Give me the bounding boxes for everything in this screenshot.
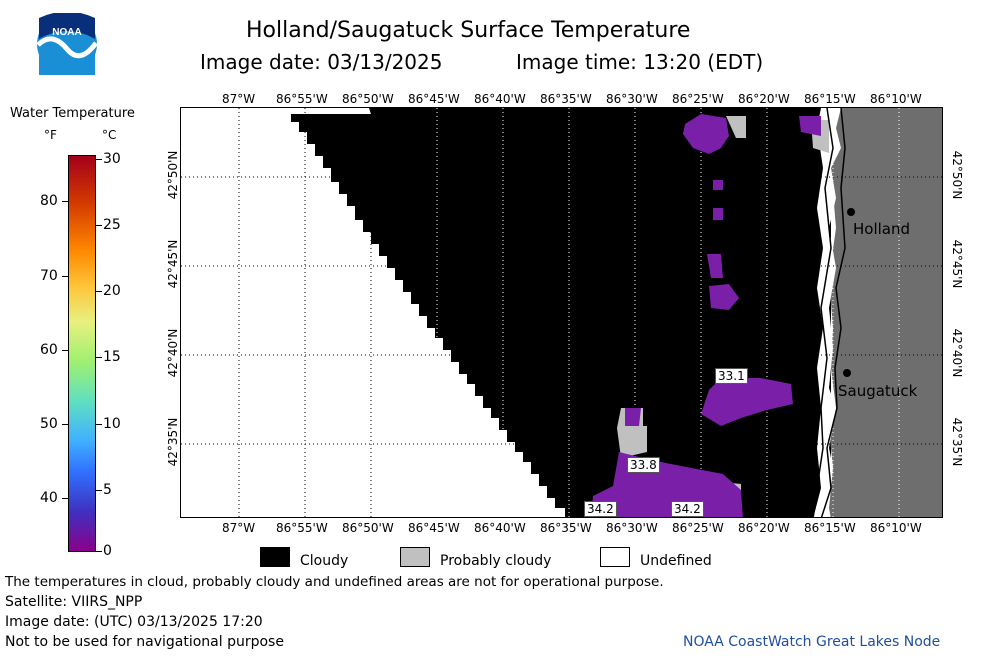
lon-label: 86°35'W <box>540 521 592 535</box>
temp-label: 33.1 <box>715 368 748 384</box>
saugatuck-label: Saugatuck <box>838 382 918 400</box>
lon-label: 86°30'W <box>606 92 658 106</box>
disclaimer-text: The temperatures in cloud, probably clou… <box>5 574 664 590</box>
lon-label: 86°20'W <box>738 92 790 106</box>
legend-swatch-probably-cloudy <box>400 547 430 567</box>
lat-label: 42°45'N <box>166 239 180 289</box>
temp-label: 34.2 <box>584 501 617 517</box>
lat-label: 42°50'N <box>950 150 964 200</box>
credit-text: NOAA CoastWatch Great Lakes Node <box>683 634 941 650</box>
utc-date-text: Image date: (UTC) 03/13/2025 17:20 <box>5 614 263 630</box>
coastline <box>812 108 834 517</box>
image-time: Image time: 13:20 (EDT) <box>516 50 764 74</box>
c-tick-label: 0 <box>103 543 112 559</box>
water-patch <box>799 116 821 136</box>
lon-label: 86°50'W <box>342 92 394 106</box>
nav-warning-text: Not to be used for navigational purpose <box>5 634 284 650</box>
temp-label: 33.8 <box>627 457 660 473</box>
water-patch <box>701 378 793 426</box>
lon-label: 86°45'W <box>408 92 460 106</box>
holland-marker <box>847 208 855 216</box>
colorbar-title: Water Temperature <box>10 106 135 121</box>
f-tick-label: 50 <box>40 416 58 432</box>
land-area <box>829 108 942 517</box>
holland-label: Holland <box>853 220 911 238</box>
f-tick-label: 70 <box>40 268 58 284</box>
lon-label: 86°50'W <box>342 521 394 535</box>
lon-label: 86°10'W <box>870 92 922 106</box>
page-title: Holland/Saugatuck Surface Temperature <box>246 18 691 43</box>
lon-label: 86°10'W <box>870 521 922 535</box>
water-patch <box>707 254 723 278</box>
legend-label-undefined: Undefined <box>640 553 712 569</box>
c-tick-label: 15 <box>103 349 121 365</box>
image-date: Image date: 03/13/2025 <box>200 50 443 74</box>
lon-label: 86°15'W <box>804 92 856 106</box>
lat-label: 42°40'N <box>166 328 180 378</box>
coast-strip <box>813 108 841 517</box>
c-tick-label: 20 <box>103 283 121 299</box>
lat-label: 42°35'N <box>950 417 964 467</box>
satellite-text: Satellite: VIIRS_NPP <box>5 594 143 610</box>
c-tick-label: 10 <box>103 416 121 432</box>
f-tick-label: 80 <box>40 193 58 209</box>
saugatuck-marker <box>843 369 851 377</box>
f-tick-label: 60 <box>40 342 58 358</box>
f-tick-label: 40 <box>40 490 58 506</box>
lon-label: 86°40'W <box>474 521 526 535</box>
svg-text:NOAA: NOAA <box>52 27 81 38</box>
lat-label: 42°45'N <box>950 239 964 289</box>
water-patch <box>625 408 641 426</box>
water-patch <box>713 180 723 190</box>
lon-label: 87°W <box>222 92 256 106</box>
lon-label: 87°W <box>222 521 256 535</box>
lon-label: 86°55'W <box>276 521 328 535</box>
lat-label: 42°40'N <box>950 328 964 378</box>
water-patch <box>713 208 723 220</box>
map-frame <box>180 107 943 518</box>
lon-label: 86°45'W <box>408 521 460 535</box>
c-tick-label: 30 <box>103 151 121 167</box>
water-patch <box>683 114 729 154</box>
coastline <box>820 108 846 517</box>
temp-label: 34.2 <box>671 501 704 517</box>
water-patch <box>709 284 739 310</box>
lat-label: 42°50'N <box>166 150 180 200</box>
lat-label: 42°35'N <box>166 417 180 467</box>
legend-swatch-cloudy <box>260 547 290 567</box>
lon-label: 86°35'W <box>540 92 592 106</box>
lon-label: 86°25'W <box>672 521 724 535</box>
legend-swatch-undefined <box>600 547 630 567</box>
probably-cloudy-area <box>726 116 746 138</box>
lon-label: 86°25'W <box>672 92 724 106</box>
lon-label: 86°55'W <box>276 92 328 106</box>
legend-label-probably-cloudy: Probably cloudy <box>440 553 552 569</box>
lon-label: 86°20'W <box>738 521 790 535</box>
colorbar-unit-c: °C <box>102 128 117 142</box>
c-tick-label: 5 <box>103 482 112 498</box>
colorbar-unit-f: °F <box>44 128 57 142</box>
c-tick-label: 25 <box>103 217 121 233</box>
colorbar <box>68 155 96 552</box>
cloudy-area <box>291 108 831 517</box>
legend-label-cloudy: Cloudy <box>300 553 349 569</box>
noaa-logo: NOAA <box>36 11 99 75</box>
lon-label: 86°15'W <box>804 521 856 535</box>
lon-label: 86°40'W <box>474 92 526 106</box>
lon-label: 86°30'W <box>606 521 658 535</box>
